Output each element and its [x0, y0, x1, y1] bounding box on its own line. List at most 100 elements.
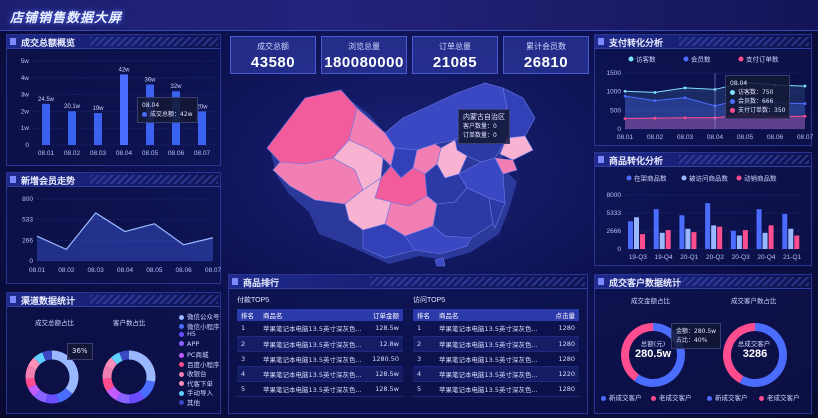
data-point: [623, 117, 627, 120]
panel-marker-icon: [598, 278, 604, 285]
donut-segment: [128, 350, 156, 382]
x-tick-label: 21-Q1: [783, 254, 801, 261]
x-tick-label: 08.07: [205, 267, 222, 274]
donut-segment: [119, 350, 130, 361]
donut-segment: [634, 323, 685, 387]
table-row[interactable]: 2 苹果笔记本电脑13.5英寸深灰色... 12.8w: [237, 336, 403, 352]
donut-segment: [128, 390, 145, 404]
table-row[interactable]: 1 苹果笔记本电脑13.5英寸深灰色... 128.5w: [237, 321, 403, 337]
area-fill: [37, 212, 213, 261]
donut-segment: [739, 323, 787, 387]
panel-title: 渠道数据统计: [21, 297, 76, 307]
panel-customers: 成交客户数据统计 成交金额占比 成交客户数占比 总额(元) 280.5w 总成交…: [594, 274, 812, 414]
table-cell: 1220: [549, 366, 579, 382]
y-tick-label: 5333: [607, 210, 622, 217]
data-point: [803, 84, 807, 88]
bar: [788, 228, 794, 249]
donut-center-label: 总成交客户: [737, 340, 771, 348]
table-row[interactable]: 5 苹果笔记本电脑13.5英寸深灰色... 1280: [413, 381, 579, 397]
table-row[interactable]: 4 苹果笔记本电脑13.5英寸深灰色... 1220: [413, 366, 579, 382]
donut-segment: [102, 377, 115, 392]
x-tick-label: 08.06: [767, 134, 784, 141]
sales-tooltip: 08.04 成交总额：42w: [137, 97, 198, 123]
page-title: 店铺销售数据大屏: [10, 10, 123, 25]
bar: [634, 217, 639, 249]
bar: [756, 209, 762, 249]
donut-segment: [105, 357, 118, 370]
donut-segment: [106, 386, 121, 401]
table-cell: 1280.50: [367, 351, 403, 367]
panel-marker-icon: [10, 38, 16, 45]
table-row[interactable]: 1 苹果笔记本电脑13.5英寸深灰色... 1280: [413, 321, 579, 337]
bar: [768, 225, 774, 249]
header-bar: [0, 0, 818, 30]
panel-marker-icon: [232, 278, 238, 285]
table-cell: 4: [413, 366, 435, 382]
donut-segment: [28, 357, 41, 370]
donut-title: 成交金额占比: [631, 297, 670, 305]
donut-segment: [42, 350, 53, 361]
x-tick-label: 08.04: [117, 267, 134, 274]
legend-label: 动销商品数: [744, 174, 777, 183]
legend-item: 代客下单: [179, 378, 220, 388]
y-tick-label: 1000: [607, 89, 622, 96]
legend-dot: [681, 175, 687, 181]
x-tick-label: 08.05: [142, 150, 159, 157]
y-tick-label: 1w: [21, 125, 30, 132]
data-point: [653, 91, 657, 94]
table-cell: 2: [413, 336, 435, 352]
donut-center-value: 3286: [742, 348, 768, 360]
china-map[interactable]: [245, 78, 575, 268]
bar: [94, 113, 102, 145]
series-line: [36, 212, 214, 251]
x-tick-label: 20-Q4: [757, 254, 775, 261]
x-tick-label: 08.04: [707, 134, 724, 141]
table-cell: 128.5w: [367, 381, 403, 397]
y-tick-label: 500: [610, 107, 621, 114]
x-tick-label: 20-Q3: [732, 254, 750, 261]
table-row[interactable]: 4 苹果笔记本电脑13.5英寸深灰色... 128.5w: [237, 366, 403, 382]
y-tick-label: 800: [22, 196, 33, 203]
donut-segment: [25, 377, 37, 389]
table-row[interactable]: 2 苹果笔记本电脑13.5英寸深灰色... 1280: [413, 336, 579, 352]
legend-label: 在架商品数: [634, 174, 667, 183]
y-tick-label: 0: [25, 142, 29, 149]
legend-item: 新成交客户: [707, 392, 748, 402]
y-tick-label: 1500: [607, 70, 622, 77]
y-tick-label: 0: [617, 246, 621, 253]
table-row[interactable]: 3 苹果笔记本电脑13.5英寸深灰色... 1280.50: [237, 351, 403, 367]
bar: [640, 234, 645, 249]
table-cell: 1280: [549, 321, 579, 337]
x-tick-label: 08.06: [168, 150, 185, 157]
x-tick-label: 08.03: [677, 134, 694, 141]
channel-legend: 微信公众号 微信小程序 H5 APP PC商城 百度小程序 收银台 代客下单 手动导入 其他: [179, 311, 220, 407]
donut-segment: [56, 387, 73, 403]
x-tick-label: 08.02: [647, 134, 664, 141]
donut-center-value: 280.5w: [634, 348, 672, 360]
members-area-chart: 800 533 266 0 08.01 08.02 08.03 08.04 08.05 08.06…: [22, 196, 222, 274]
x-tick-label: 08.07: [194, 150, 211, 157]
x-tick-label: 08.03: [88, 267, 105, 274]
table-cell: 苹果笔记本电脑13.5英寸深灰色...: [435, 336, 550, 352]
pay-top5-table: 付款TOP5 排名 商品名 订单金额 1 苹果笔记本电脑13.5英寸深灰色... 1…: [237, 295, 403, 397]
x-tick-label: 08.07: [797, 134, 813, 141]
y-tick-label: 8000: [607, 192, 622, 199]
table-row[interactable]: 3 苹果笔记本电脑13.5英寸深灰色... 1280: [413, 351, 579, 367]
product-bar-chart: 在架商品数 被访问商品数 动销商品数 8000 5333 2666 0 19-Q3 19-Q4 2…: [607, 174, 805, 261]
legend-label: 会员数: [691, 55, 711, 64]
visit-top5-table: 访问TOP5 排名 商品名 点击量 1 苹果笔记本电脑13.5英寸深灰色... 12…: [413, 295, 579, 397]
donut-segment: [45, 393, 59, 404]
channel-tooltip: 36%: [67, 343, 93, 360]
customer-tooltip: 金额：280.5w 占比：40%: [671, 323, 722, 349]
bar: [691, 232, 697, 249]
table-row[interactable]: 5 苹果笔记本电脑13.5英寸深灰色... 128.5w: [237, 381, 403, 397]
data-label: 36w: [144, 78, 156, 84]
bar: [730, 230, 736, 249]
legend-label: 访客数: [636, 55, 656, 64]
kpi-card: 成交总额 43580: [230, 36, 316, 74]
data-label: 19w: [92, 106, 104, 112]
legend-item: 百度小程序: [179, 359, 220, 369]
table-cell: 1280: [549, 351, 579, 367]
y-tick-label: 2666: [607, 228, 622, 235]
panel-channel-stats: 渠道数据统计 成交总额占比 客户数占比 36% 微信公众号 微信小程序 H5 APP P…: [6, 292, 221, 414]
